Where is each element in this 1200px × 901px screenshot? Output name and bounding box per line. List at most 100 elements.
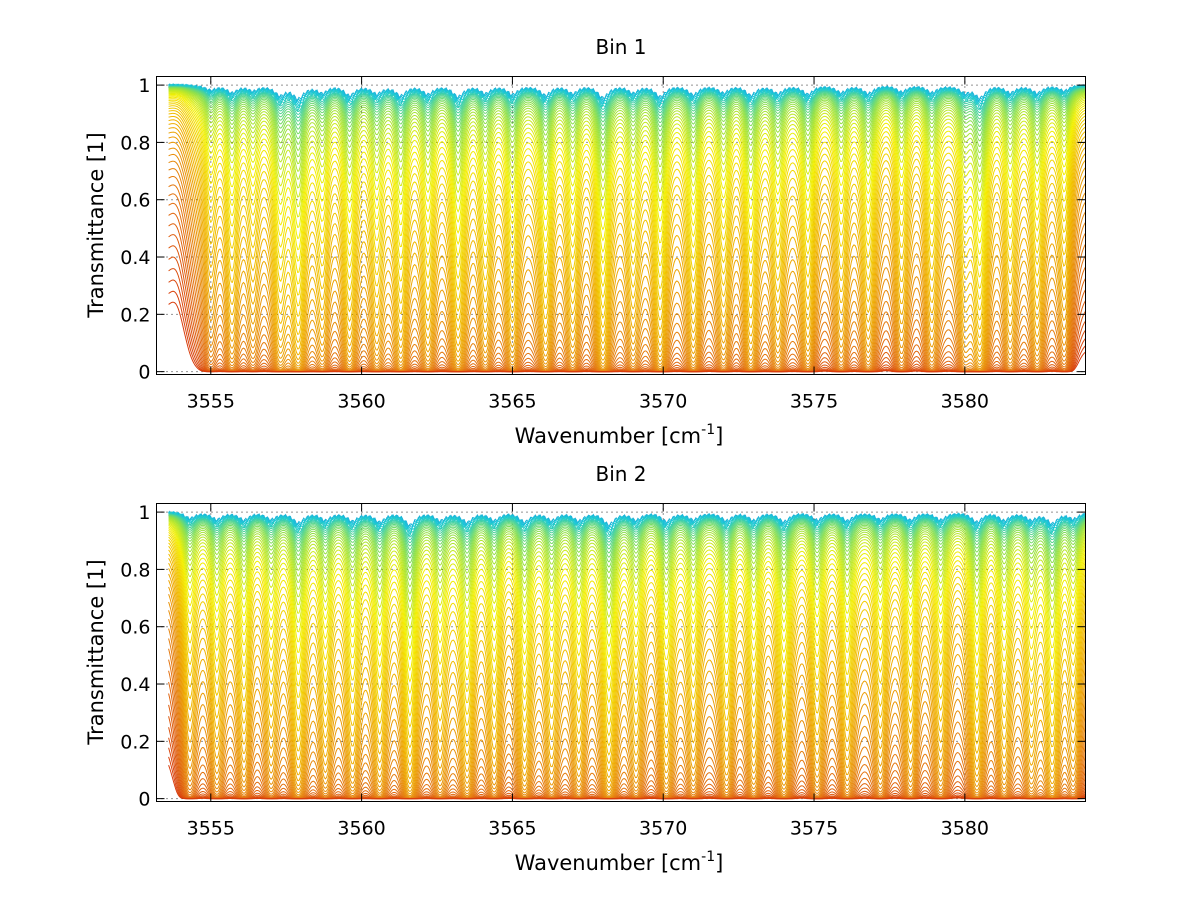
series-curves <box>168 83 1086 373</box>
y-tick-label: 1 <box>138 502 150 524</box>
series-line <box>168 530 1086 683</box>
axes-box <box>156 503 1086 802</box>
chart-title: Bin 2 <box>595 462 646 486</box>
x-tick-label: 3580 <box>941 818 989 840</box>
series-line <box>168 127 1086 364</box>
x-tick-label: 3560 <box>337 391 385 413</box>
y-tick-label: 0.6 <box>120 617 150 639</box>
series-line <box>168 628 1086 799</box>
series-line <box>168 562 1086 780</box>
series-line <box>168 514 1086 547</box>
y-tick-label: 0.2 <box>120 304 150 326</box>
series-line <box>168 518 1086 595</box>
x-tick-label: 3570 <box>639 391 687 413</box>
series-line <box>168 141 1086 370</box>
series-line <box>168 534 1086 706</box>
series-line <box>168 95 1086 251</box>
tick-marks <box>156 503 1086 802</box>
y-tick-label: 0.2 <box>120 731 150 753</box>
series-line <box>168 88 1086 165</box>
series-line <box>168 86 1086 126</box>
x-tick-label: 3565 <box>488 391 536 413</box>
series-line <box>168 112 1086 343</box>
series-line <box>168 301 1086 373</box>
series-line <box>168 601 1086 798</box>
tick-marks <box>156 76 1086 375</box>
tick-labels: 3555 3560 3565 3570 3575 3580 0 0.2 0.4 0.6 0.8 1 <box>120 75 989 412</box>
series-line <box>168 92 1086 218</box>
y-tick-label: 0.4 <box>120 247 150 269</box>
x-tick-label: 3580 <box>941 391 989 413</box>
series-line <box>168 520 1086 611</box>
series-line <box>168 610 1086 799</box>
series-line <box>168 514 1086 555</box>
series-line <box>168 515 1086 559</box>
y-tick-label: 0.8 <box>120 132 150 154</box>
series-line <box>168 105 1086 317</box>
tick-labels: 3555 3560 3565 3570 3575 3580 0 0.2 0.4 0.6 0.8 1 <box>120 502 989 839</box>
series-line <box>168 89 1086 172</box>
series-line <box>168 87 1086 135</box>
series-line <box>168 93 1086 229</box>
series-line <box>168 119 1086 356</box>
series-line <box>168 98 1086 274</box>
series-line <box>168 545 1086 749</box>
series-line <box>168 521 1086 620</box>
series-line <box>168 516 1086 575</box>
series-line <box>168 638 1086 799</box>
series-line <box>168 549 1086 758</box>
series-line <box>168 553 1086 766</box>
x-tick-label: 3560 <box>337 818 385 840</box>
series-line <box>168 101 1086 296</box>
series-line <box>168 153 1086 372</box>
series-line <box>168 160 1086 372</box>
series-line <box>168 131 1086 367</box>
series-line <box>168 516 1086 569</box>
x-tick-label: 3570 <box>639 818 687 840</box>
y-tick-label: 0.6 <box>120 190 150 212</box>
x-tick-label: 3575 <box>790 818 838 840</box>
chart-title: Bin 1 <box>595 35 646 59</box>
series-line <box>168 594 1086 797</box>
series-line <box>168 94 1086 240</box>
series-line <box>168 110 1086 335</box>
series-line <box>168 86 1086 122</box>
series-line <box>168 107 1086 327</box>
series-line <box>168 648 1086 800</box>
series-line <box>168 96 1086 262</box>
series-line <box>168 517 1086 588</box>
y-tick-label: 0.4 <box>120 674 150 696</box>
series-line <box>168 513 1086 541</box>
chart-panel-bin-1: Bin 1 3555 3560 3565 3570 3575 3580 0 0.2 0.4 0.6… <box>84 35 1086 448</box>
y-axis-label: Transmittance [1] <box>84 559 108 745</box>
y-tick-label: 1 <box>138 75 150 97</box>
series-line <box>168 515 1086 564</box>
series-line <box>168 542 1086 739</box>
series-line <box>168 539 1086 728</box>
series-line <box>168 536 1086 718</box>
series-line <box>168 532 1086 695</box>
series-line <box>168 586 1086 795</box>
series-line <box>168 514 1086 551</box>
x-tick-label: 3575 <box>790 391 838 413</box>
series-line <box>168 91 1086 198</box>
series-line <box>168 519 1086 603</box>
series-line <box>168 517 1086 581</box>
series-line <box>168 87 1086 140</box>
x-tick-label: 3565 <box>488 818 536 840</box>
series-line <box>168 99 1086 285</box>
series-line <box>168 86 1086 115</box>
chart-panel-bin-2: Bin 2 3555 3560 3565 3570 3575 3580 0 0.2 0.4 0.6… <box>84 462 1086 875</box>
series-line <box>168 123 1086 360</box>
series-line <box>168 765 1086 800</box>
y-tick-label: 0 <box>138 362 150 384</box>
series-line <box>168 86 1086 119</box>
series-line <box>168 514 1086 544</box>
axes-box <box>156 76 1086 375</box>
series-line <box>168 168 1086 372</box>
series-line <box>168 528 1086 672</box>
series-line <box>168 136 1086 369</box>
series-line <box>168 88 1086 158</box>
series-line <box>168 522 1086 630</box>
